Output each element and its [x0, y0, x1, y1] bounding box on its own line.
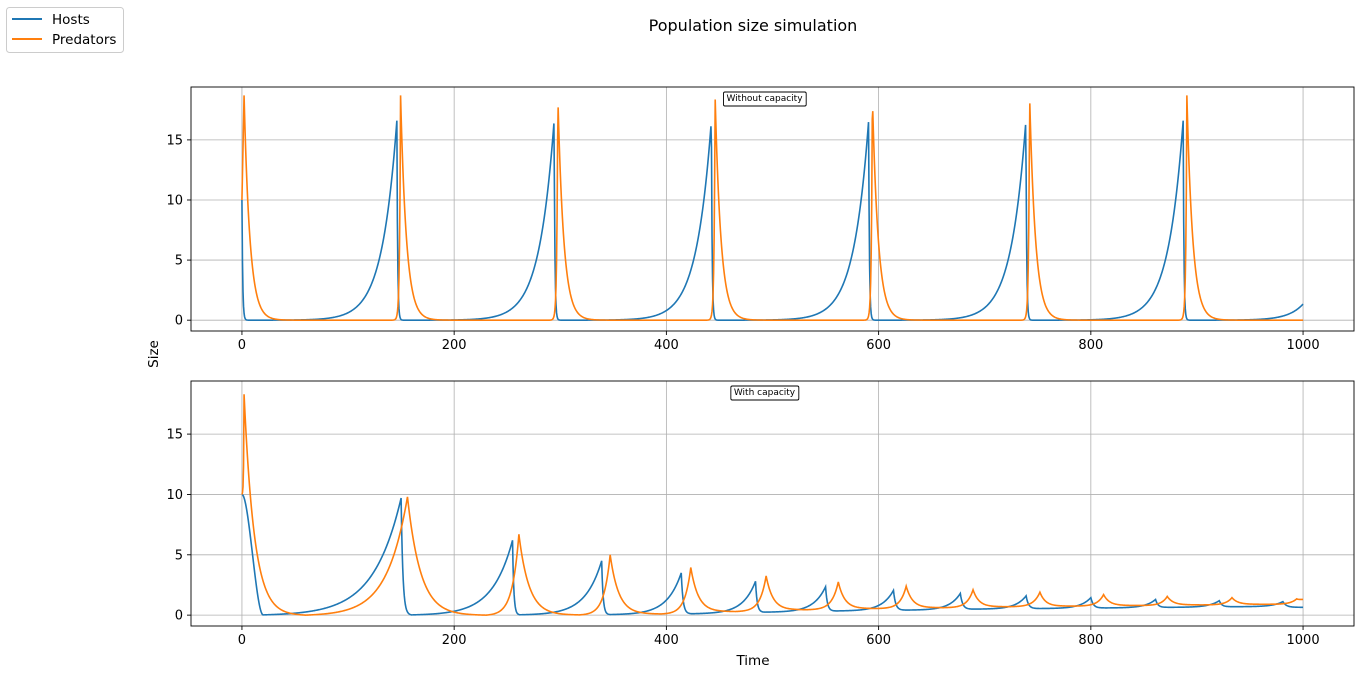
y-tick-label: 15: [166, 133, 183, 148]
figure-title: Population size simulation: [649, 16, 858, 35]
x-tick-label: 400: [654, 633, 679, 648]
x-tick-label: 600: [866, 338, 891, 353]
x-tick-label: 400: [654, 338, 679, 353]
y-tick-label: 0: [175, 314, 183, 329]
x-tick-label: 600: [866, 633, 891, 648]
panel-without-capacity: 0 200 400 600 800 1000 0 5 10 15 Without capacity: [166, 86, 1355, 353]
legend: Hosts Predators: [6, 7, 124, 53]
y-axis-label: Size: [146, 340, 162, 368]
x-tick-label: 0: [238, 338, 246, 353]
y-tick-label: 5: [175, 254, 183, 269]
annotation-box: [723, 91, 807, 107]
series-line-hosts: [241, 120, 1304, 321]
axes-frame: [190, 380, 1355, 627]
series-line-predators: [241, 394, 1304, 616]
x-tick-label: 200: [442, 338, 467, 353]
legend-label-hosts: Hosts: [52, 12, 90, 28]
series-line-predators: [241, 95, 1304, 321]
y-tick-label: 10: [166, 193, 183, 208]
panel-with-capacity: 0 200 400 600 800 1000 0 5 10 15 With capacity: [166, 380, 1355, 648]
x-tick-label: 0: [238, 633, 246, 648]
y-tick-label: 5: [175, 548, 183, 563]
y-tick-label: 10: [166, 488, 183, 503]
y-tick-label: 15: [166, 428, 183, 443]
panel-annotation: Without capacity: [726, 94, 803, 104]
x-tick-label: 800: [1078, 338, 1103, 353]
x-tick-label: 1000: [1287, 338, 1320, 353]
panel-annotation: With capacity: [734, 388, 796, 398]
x-tick-label: 800: [1078, 633, 1103, 648]
x-axis-label: Time: [735, 653, 769, 669]
series-line-hosts: [241, 493, 1304, 616]
axes-frame: [190, 86, 1355, 332]
legend-label-predators: Predators: [52, 32, 116, 48]
x-tick-label: 200: [442, 633, 467, 648]
annotation-box: [730, 385, 800, 401]
x-tick-label: 1000: [1287, 633, 1320, 648]
y-tick-label: 0: [175, 609, 183, 624]
